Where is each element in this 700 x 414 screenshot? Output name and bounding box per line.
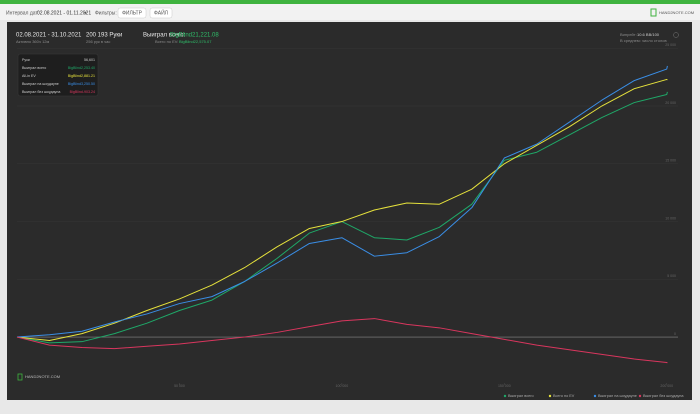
y-tick-label: 0 xyxy=(674,332,676,336)
legend-label: Всего по EV xyxy=(553,394,575,398)
logo: HAND2NOTE.COM xyxy=(659,10,694,15)
dropdown-caret[interactable]: ▾ xyxy=(84,10,87,16)
tooltip-box xyxy=(17,53,99,97)
y-tick-label: 15 000 xyxy=(665,159,676,163)
series-line xyxy=(16,65,668,338)
series-line xyxy=(16,91,668,344)
legend-label: Выиграл всего xyxy=(508,394,534,398)
settings-icon[interactable] xyxy=(673,32,679,38)
tooltip-value: BigBlind2,253.40 xyxy=(68,66,95,70)
tooltip-value: BigBlind2,881.21 xyxy=(68,74,95,78)
x-tick-label: 200 000 xyxy=(660,384,673,388)
hands: 200 193 Руки xyxy=(86,33,122,39)
plot: 0 5 000 10 000 15 000 20 000 25 000 50 000 100 … xyxy=(16,43,678,388)
tooltip-value: BigBlind-903.24 xyxy=(70,90,95,94)
hands-rate: 256 рук в час xyxy=(86,39,110,44)
tooltip-label: Выиграл на шоудауне xyxy=(22,82,59,86)
footer-logo-icon xyxy=(17,373,23,381)
ev-label: Всего по EV: xyxy=(155,39,178,44)
file-button[interactable] xyxy=(149,7,173,19)
winrate-label: Винрейт: xyxy=(620,32,637,37)
x-tick-label: 50 000 xyxy=(174,384,185,388)
footer-logo: HAND2NOTE.COM xyxy=(25,374,60,379)
x-tick-label: 150 000 xyxy=(498,384,511,388)
chart-panel xyxy=(7,22,692,400)
ev-value: BigBlind22,575.07 xyxy=(179,39,212,44)
date-range[interactable]: 02.08.2021 - 01.11.2021 xyxy=(37,10,91,16)
series-line xyxy=(16,318,668,364)
filter-button[interactable] xyxy=(117,7,147,19)
legend-swatch xyxy=(593,394,597,398)
top-bar xyxy=(0,0,700,4)
legend-label: Выиграл без шоудауна xyxy=(643,394,684,398)
tooltip-label: Выиграл без шоудауна xyxy=(22,90,60,94)
legend-swatch xyxy=(548,394,552,398)
logo-icon xyxy=(650,8,657,17)
toolbar xyxy=(0,4,700,20)
legend-label: Выиграл на шоудауне xyxy=(598,394,637,398)
winrate-value: 10.6 BB/100 xyxy=(637,32,660,37)
x-tick-label: 100 000 xyxy=(336,384,349,388)
won-value: BigBlind21,221.08 xyxy=(170,33,219,39)
series-line xyxy=(16,78,668,342)
won-label: Выиграл всего: xyxy=(143,33,186,39)
tooltip-value: BigBlind3,250.50 xyxy=(68,82,95,86)
y-tick-label: 5 000 xyxy=(667,274,676,278)
y-tick-label: 20 000 xyxy=(665,101,676,105)
tooltip-label: Выиграл всего xyxy=(22,66,46,70)
tables: В среднем: число столов xyxy=(620,38,667,43)
legend-swatch xyxy=(638,394,642,398)
tooltip: Руки 56,601 Выиграл всего BigBlind2,253.40 A… xyxy=(17,53,99,97)
tooltip-label: Руки xyxy=(22,58,30,62)
y-tick-label: 25 000 xyxy=(665,43,676,47)
legend: Выиграл всего Всего по EV Выиграл на шоуда… xyxy=(503,394,684,398)
active-time: Активно 360ч 12м xyxy=(16,39,50,44)
legend-swatch xyxy=(503,394,507,398)
filters-label: Фильтры: xyxy=(95,10,117,16)
period: 02.08.2021 - 31.10.2021 xyxy=(16,33,82,39)
tooltip-label: All-in EV xyxy=(22,74,36,78)
filter-button-text[interactable]: ФИЛЬТР xyxy=(122,10,143,16)
file-button-text[interactable]: ФАЙЛ xyxy=(154,8,168,16)
date-label: Интервал дат: xyxy=(6,10,39,16)
tooltip-value: 56,601 xyxy=(84,58,95,62)
y-tick-label: 10 000 xyxy=(665,216,676,220)
